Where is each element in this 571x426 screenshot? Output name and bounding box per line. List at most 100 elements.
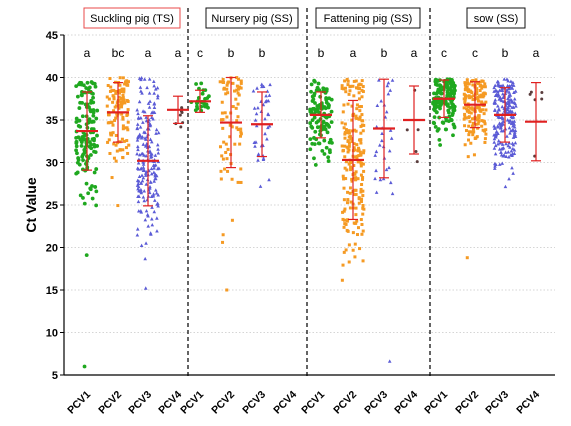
- data-point: [374, 168, 378, 173]
- data-point: [347, 141, 351, 145]
- y-axis: 5 10 15 20 25 30 35 40 45: [46, 30, 555, 382]
- data-point: [484, 132, 488, 136]
- data-point: [340, 84, 344, 88]
- significance-letter: a: [84, 46, 91, 60]
- data-point: [342, 177, 346, 181]
- data-point: [431, 100, 436, 105]
- data-point: [346, 190, 350, 194]
- data-point: [151, 192, 156, 196]
- data-point: [254, 123, 259, 128]
- data-point: [448, 87, 453, 92]
- significance-letter: bc: [112, 46, 125, 60]
- data-point: [142, 189, 147, 193]
- data-point: [471, 117, 475, 121]
- data-point: [345, 201, 349, 205]
- data-point: [230, 125, 234, 129]
- data-point: [437, 137, 442, 142]
- data-point: [498, 141, 503, 145]
- data-point: [258, 184, 263, 188]
- data-point: [386, 91, 391, 96]
- data-point: [225, 87, 229, 91]
- data-point: [327, 96, 332, 101]
- data-point: [463, 88, 467, 92]
- data-point: [341, 110, 345, 114]
- data-point: [360, 177, 364, 181]
- data-point: [355, 103, 359, 107]
- data-point: [234, 97, 238, 101]
- data-point: [510, 86, 514, 90]
- data-point: [433, 125, 438, 129]
- data-point: [343, 144, 347, 148]
- data-point: [149, 194, 154, 198]
- data-point: [321, 86, 326, 91]
- data-point: [431, 120, 436, 125]
- data-point: [500, 161, 505, 165]
- data-point: [359, 198, 363, 202]
- data-point: [355, 219, 359, 223]
- data-point: [497, 121, 502, 125]
- data-point: [467, 116, 471, 120]
- data-point: [352, 172, 356, 176]
- data-point: [359, 190, 363, 194]
- panel-title-box: [466, 7, 526, 29]
- data-point: [359, 187, 363, 191]
- data-point: [236, 180, 240, 184]
- data-point: [482, 112, 486, 116]
- data-point: [147, 190, 152, 195]
- data-point: [106, 84, 110, 88]
- data-point: [473, 136, 477, 140]
- data-point: [497, 108, 501, 112]
- data-point: [361, 212, 365, 216]
- data-point: [125, 126, 129, 130]
- data-point: [346, 79, 350, 83]
- data-point: [343, 86, 347, 90]
- data-point: [499, 153, 504, 157]
- data-point: [463, 143, 467, 147]
- data-point: [355, 86, 359, 90]
- data-point: [483, 82, 487, 86]
- data-point: [121, 117, 125, 121]
- significance-letter: b: [381, 46, 388, 60]
- data-point: [74, 148, 78, 153]
- data-point: [115, 101, 119, 105]
- data-point: [352, 94, 356, 98]
- data-point: [474, 122, 478, 126]
- data-point: [433, 105, 438, 110]
- data-point: [93, 84, 98, 89]
- data-point: [107, 97, 111, 101]
- data-point: [140, 178, 145, 183]
- data-point: [121, 148, 125, 152]
- data-point: [265, 137, 269, 141]
- data-point: [346, 229, 350, 233]
- data-point: [435, 128, 440, 133]
- data-point: [107, 113, 111, 117]
- y-tick-label: 35: [46, 115, 58, 127]
- data-point: [313, 163, 318, 167]
- data-point: [84, 253, 89, 258]
- data-point: [135, 151, 139, 156]
- data-point: [350, 179, 354, 183]
- data-point: [239, 134, 243, 138]
- data-point: [510, 152, 515, 156]
- data-point: [471, 127, 475, 131]
- data-point: [121, 124, 125, 128]
- data-point: [386, 80, 391, 85]
- data-point: [125, 98, 129, 102]
- data-point: [90, 196, 95, 201]
- data-point: [93, 185, 98, 189]
- data-point: [499, 150, 503, 154]
- significance-letter: b: [318, 46, 325, 60]
- data-point: [463, 83, 467, 87]
- data-point: [135, 233, 140, 237]
- data-point: [147, 105, 152, 109]
- data-point: [114, 159, 118, 163]
- significance-letter: b: [259, 46, 266, 60]
- data-point: [80, 135, 85, 139]
- data-point: [511, 171, 515, 175]
- data-point: [141, 162, 146, 166]
- data-point: [114, 91, 118, 95]
- data-point: [86, 87, 91, 92]
- data-point: [199, 81, 204, 86]
- data-point: [114, 133, 118, 137]
- data-point: [346, 83, 350, 87]
